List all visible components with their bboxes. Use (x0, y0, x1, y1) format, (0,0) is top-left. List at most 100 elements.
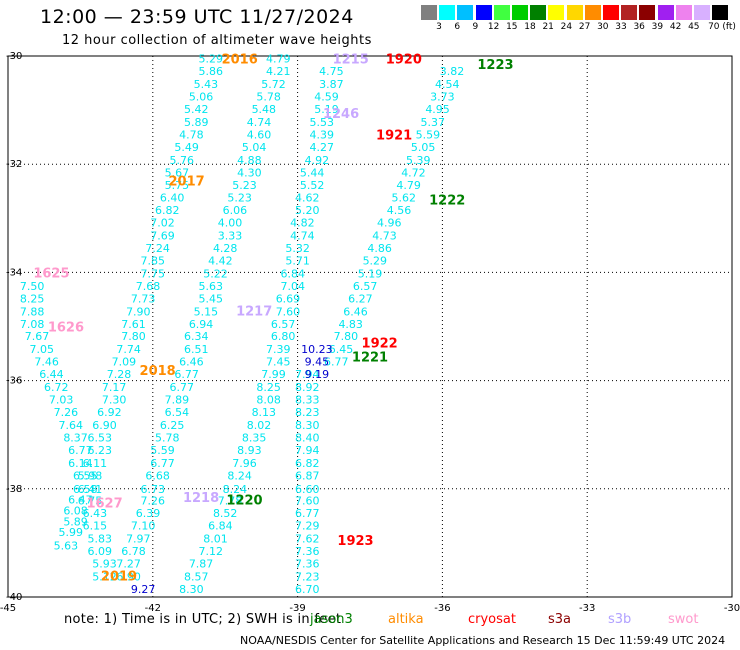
scale-swatch (566, 5, 583, 20)
wave-height-value: 7.97 (126, 533, 151, 546)
wave-height-value: 5.98 (78, 469, 103, 482)
wave-height-value: 5.59 (416, 128, 441, 141)
page-title: 12:00 — 23:59 UTC 11/27/2024 (40, 6, 354, 28)
satellite-cryosat: cryosat (468, 612, 516, 627)
wave-height-value: 5.22 (203, 267, 228, 280)
wave-height-value: 7.30 (102, 394, 127, 407)
wave-height-value: 8.52 (213, 507, 238, 520)
wave-height-value: 8.24 (227, 469, 252, 482)
wave-height-value: 4.88 (237, 154, 262, 167)
wave-height-value: 4.30 (237, 166, 262, 179)
wave-height-value: 7.62 (295, 533, 320, 546)
wave-height-value: 5.86 (198, 65, 223, 78)
wave-height-value: 5.49 (174, 141, 199, 154)
wave-height-value: 8.33 (295, 394, 320, 407)
wave-height-value: 8.02 (247, 419, 272, 432)
wave-height-value: 6.43 (83, 507, 108, 520)
wave-height-value: 5.63 (54, 540, 79, 553)
wave-height-value: 4.00 (218, 217, 243, 230)
wave-height-value: 5.44 (300, 166, 325, 179)
wave-height-value: 7.94 (295, 368, 320, 381)
wave-height-value: 6.68 (145, 469, 170, 482)
wave-height-value: 8.01 (203, 533, 228, 546)
wave-height-value: 6.14 (68, 457, 93, 470)
wave-height-value: 7.90 (126, 305, 151, 318)
scale-label: 45 (688, 22, 700, 32)
track-time-label: 2017 (168, 174, 204, 189)
wave-height-value: 6.55 (73, 469, 98, 482)
wave-height-value: 4.79 (266, 53, 291, 66)
wave-height-value: 7.02 (150, 217, 175, 230)
wave-height-value: 5.23 (232, 179, 257, 192)
wave-height-value: 7.80 (121, 330, 146, 343)
wave-height-value: 7.26 (141, 495, 166, 508)
scale-label: 18 (524, 22, 536, 32)
wave-height-value: 5.42 (184, 103, 209, 116)
wave-height-value: 5.32 (285, 242, 310, 255)
wave-height-value: 5.59 (150, 444, 175, 457)
wave-height-value: 4.62 (295, 192, 320, 205)
track-time-label: 1223 (477, 58, 513, 73)
wave-height-value: 7.87 (189, 557, 214, 570)
wave-height-value: 7.60 (276, 305, 301, 318)
scale-label: 15 (506, 22, 518, 32)
wave-height-value: 6.45 (329, 343, 354, 356)
wave-height-value: 3.82 (440, 65, 465, 78)
wave-height-value: 5.19 (314, 103, 339, 116)
scale-swatch (584, 5, 601, 20)
wave-height-value: 5.99 (58, 526, 83, 539)
track-time-label: 1922 (362, 337, 398, 352)
wave-height-value: 4.28 (213, 242, 238, 255)
wave-height-value: 6.25 (160, 419, 185, 432)
scale-swatch (439, 5, 456, 20)
wave-height-value: 4.92 (305, 154, 330, 167)
wave-height-value: 4.56 (387, 204, 412, 217)
track-time-label: 1221 (352, 350, 388, 365)
satellite-s3b: s3b (608, 612, 632, 627)
wave-height-value: 8.93 (237, 444, 262, 457)
scale-swatch (675, 5, 692, 20)
x-tick-label: -30 (724, 603, 740, 614)
wave-height-value: 4.39 (309, 128, 334, 141)
wave-height-value: 7.67 (25, 330, 50, 343)
wave-height-value: 6.08 (63, 504, 88, 517)
wave-height-value: 4.73 (372, 230, 397, 243)
satellite-s3a: s3a (548, 612, 572, 627)
wave-height-value: 7.29 (295, 520, 320, 533)
wave-height-value: 4.96 (377, 217, 402, 230)
wave-height-value: 7.61 (121, 318, 146, 331)
track-time-label: 1222 (429, 193, 465, 208)
wave-height-value: 8.92 (295, 381, 320, 394)
wave-height-value: 5.76 (170, 154, 195, 167)
wave-height-value: 8.30 (179, 583, 204, 596)
wave-height-value: 3.87 (319, 78, 344, 91)
scale-label: 30 (597, 22, 609, 32)
wave-height-value: 8.37 (63, 431, 88, 444)
wave-height-value: 6.75 (78, 495, 103, 508)
wave-height-value: 5.19 (358, 267, 383, 280)
scale-swatch (657, 5, 674, 20)
track-time-label: 1625 (33, 266, 69, 281)
scale-label: 24 (560, 22, 573, 32)
wave-height-value: 5.83 (87, 533, 112, 546)
wave-height-value: 6.46 (179, 356, 204, 369)
footer-credit: NOAA/NESDIS Center for Satellite Applica… (240, 634, 726, 647)
wave-height-value: 6.72 (44, 381, 69, 394)
wave-height-value: 5.53 (309, 116, 334, 129)
wave-height-value: 7.68 (136, 280, 161, 293)
x-tick-label: -36 (434, 603, 450, 614)
track-time-label: 1627 (86, 496, 122, 511)
wave-height-value: 6.34 (184, 330, 209, 343)
track-time-label: 1920 (386, 53, 422, 68)
wave-height-value: 4.75 (319, 65, 344, 78)
wave-height-value: 10.23 (301, 343, 333, 356)
wave-height-value: 4.82 (290, 217, 315, 230)
wave-height-value: 5.72 (261, 78, 286, 91)
wave-height-value: 6.82 (155, 204, 180, 217)
wave-height-value: 5.93 (92, 557, 117, 570)
scale-label: 33 (615, 22, 627, 32)
x-tick-label: -39 (289, 603, 305, 614)
x-tick-label: -33 (579, 603, 595, 614)
track-time-label: 1246 (323, 107, 359, 122)
wave-height-value: 7.36 (295, 545, 320, 558)
